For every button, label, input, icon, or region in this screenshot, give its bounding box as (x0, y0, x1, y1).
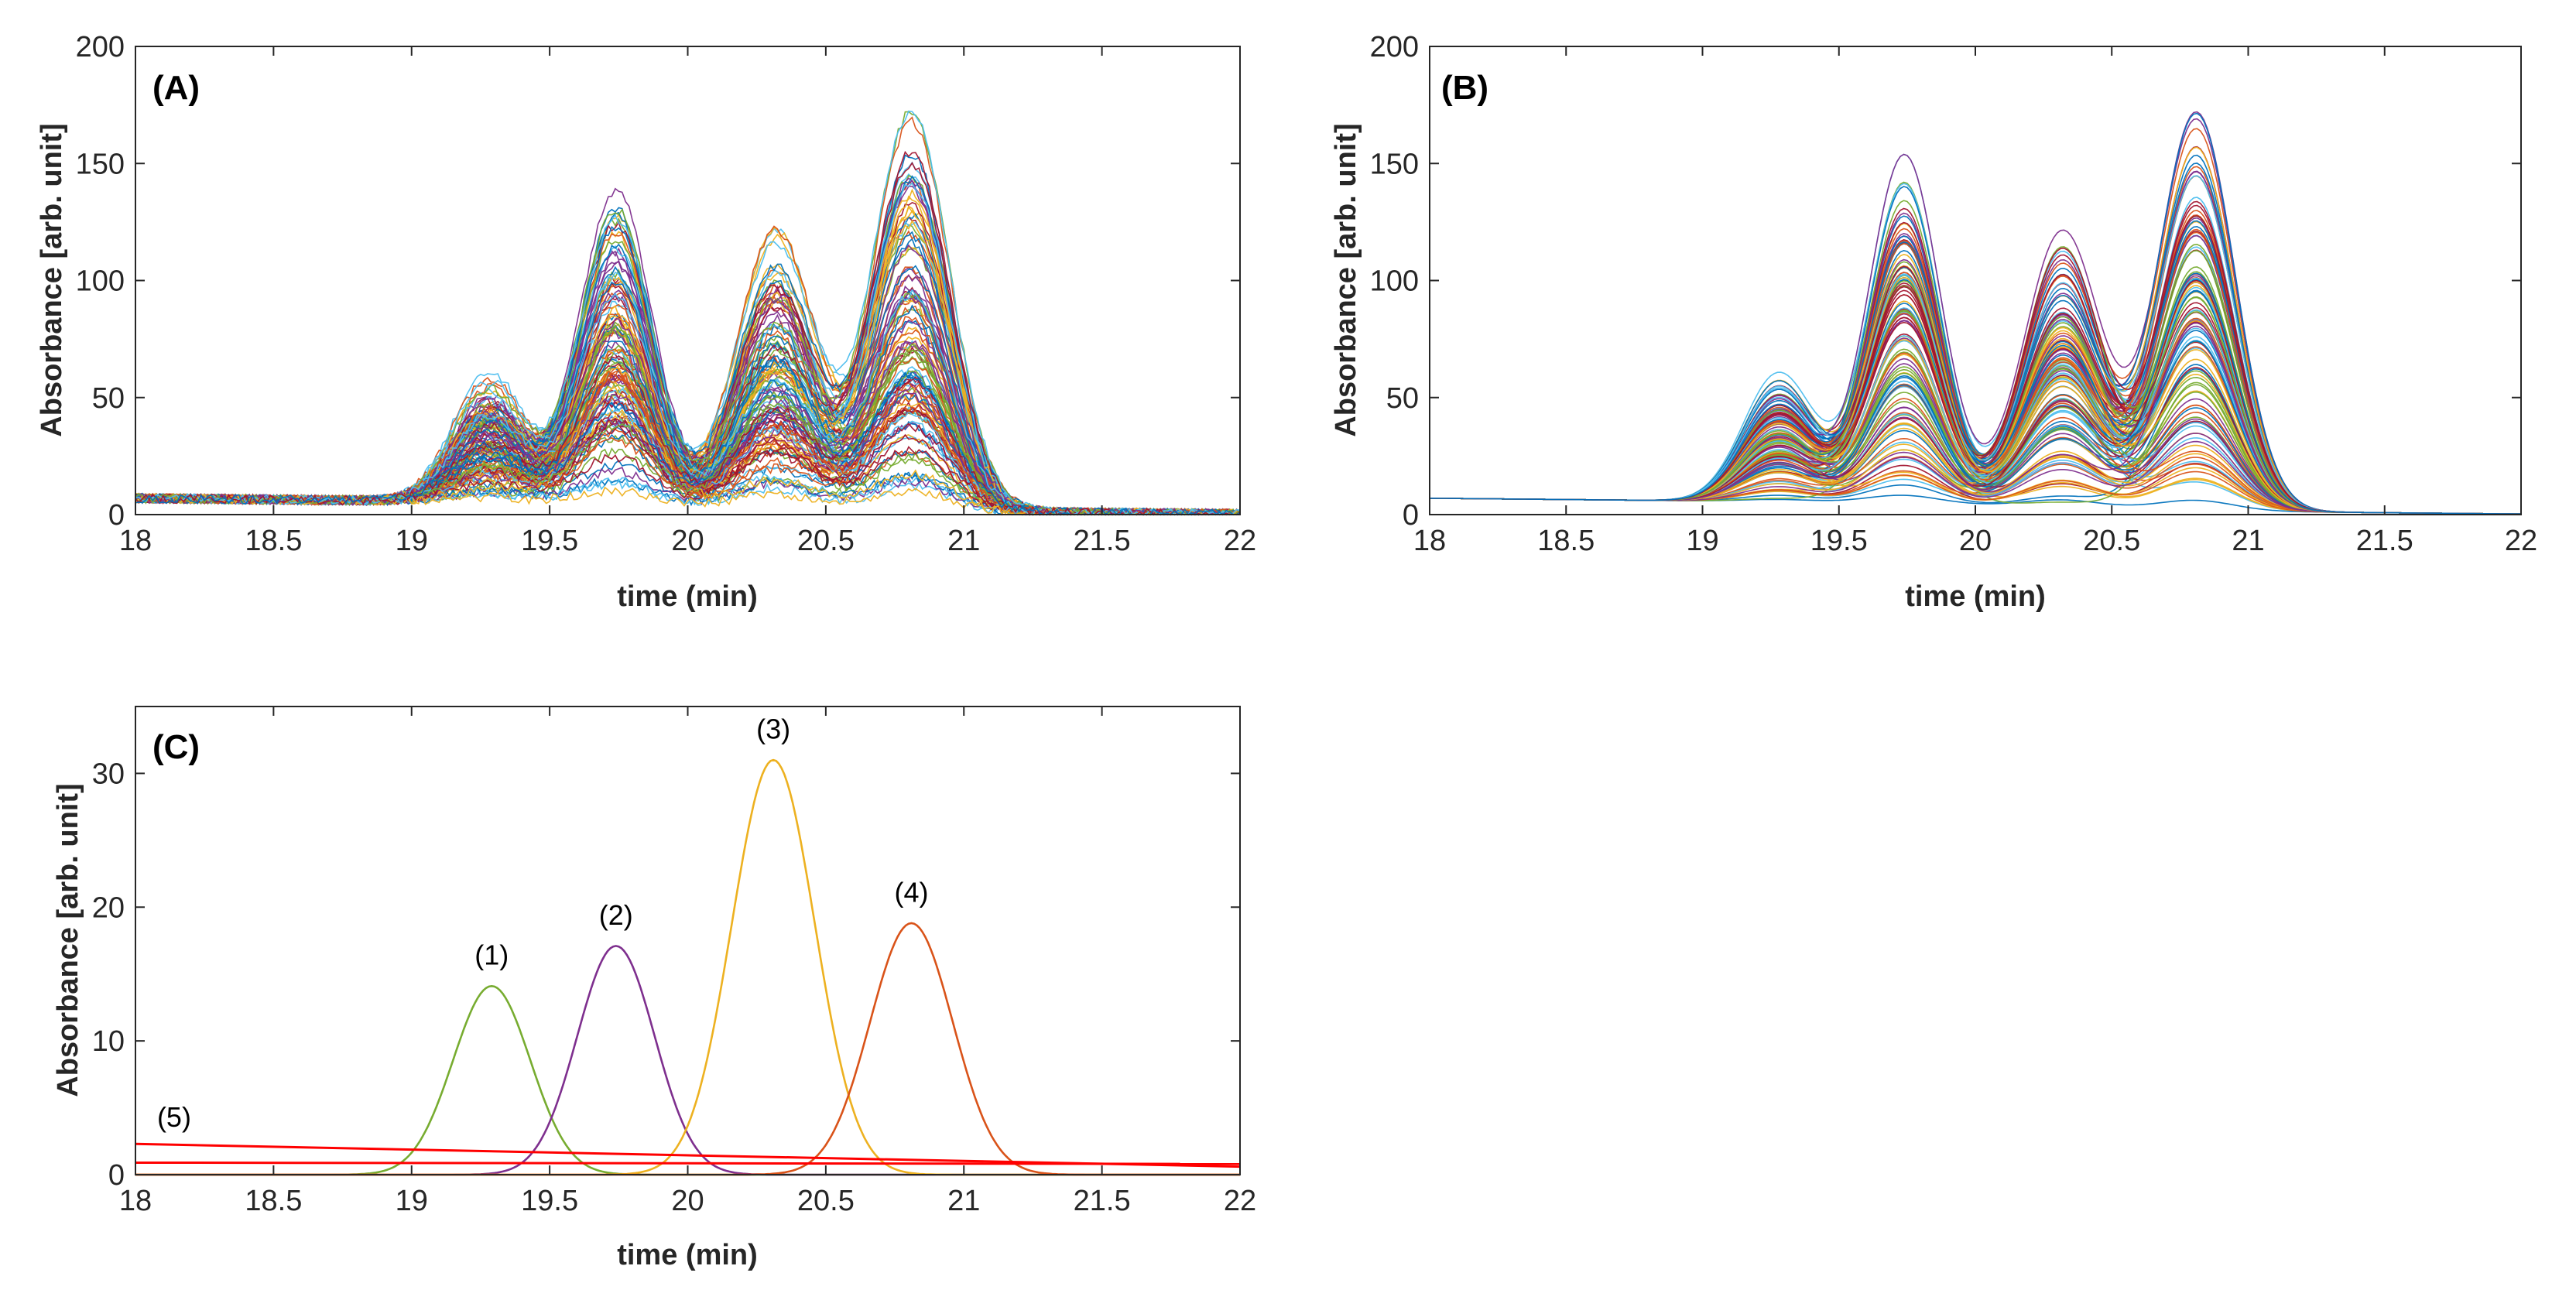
y-tick-label: 0 (108, 499, 125, 532)
baseline-label: (5) (157, 1101, 191, 1133)
series-layer-b (1429, 111, 2521, 515)
x-tick-label: 19.5 (521, 1185, 578, 1217)
series-layer-c (135, 758, 1241, 1176)
chart-panel-c: 18 18.5 19 19.5 20 20.5 21 21.5 22 0 10 20 30 (1) (2)… (52, 706, 1256, 1271)
x-tick-label: 21.5 (1074, 525, 1131, 557)
peak-label: (1) (474, 939, 509, 971)
y-tick-label: 0 (108, 1159, 125, 1192)
x-tick-label: 20.5 (797, 525, 855, 557)
x-tick-label: 18.5 (1537, 525, 1595, 557)
ticks-b: 18 18.5 19 19.5 20 20.5 21 21.5 22 0 50 100 150 200 (1370, 31, 2538, 557)
y-axis-label-a: Absorbance [arb. unit] (36, 123, 68, 436)
plot-frame-b (1429, 46, 2522, 515)
component-curve (135, 945, 1240, 1176)
x-tick-label: 20.5 (797, 1185, 855, 1217)
y-tick-label: 50 (1386, 382, 1419, 415)
x-tick-label: 21.5 (1074, 1185, 1131, 1217)
x-tick-label: 20 (671, 1185, 704, 1217)
y-tick-label: 150 (76, 148, 125, 180)
chromatogram-trace (1429, 200, 2521, 515)
chart-panel-a: 18 18.5 19 19.5 20 20.5 21 21.5 22 0 50 100 150 200 (… (36, 31, 1256, 613)
chromatogram-trace (1429, 368, 2521, 515)
chromatogram-trace (1429, 235, 2521, 515)
x-axis-label-b: time (min) (1905, 580, 2046, 613)
x-tick-label: 21 (947, 525, 980, 557)
chromatogram-trace (1429, 368, 2521, 515)
y-tick-label: 150 (1370, 148, 1419, 180)
chromatogram-trace (135, 355, 1241, 516)
ticks-a: 18 18.5 19 19.5 20 20.5 21 21.5 22 0 50 100 150 200 (76, 31, 1257, 557)
x-tick-label: 22 (1224, 1185, 1256, 1217)
peak-label: (4) (894, 876, 928, 908)
y-axis-label-c: Absorbance [arb. unit] (52, 783, 84, 1097)
x-tick-label: 18.5 (245, 525, 302, 557)
y-tick-label: 100 (76, 265, 125, 298)
panel-tag-a: (A) (152, 69, 200, 107)
x-axis-label-a: time (min) (617, 580, 758, 613)
x-tick-label: 21 (2232, 525, 2264, 557)
x-tick-label: 22 (1224, 525, 1256, 557)
chromatogram-trace (1429, 200, 2521, 515)
panel-tag-b: (B) (1441, 69, 1488, 107)
y-tick-label: 50 (92, 382, 125, 415)
x-tick-label: 18 (1413, 525, 1446, 557)
x-tick-label: 19 (396, 1185, 428, 1217)
x-axis-label-c: time (min) (617, 1239, 758, 1271)
y-axis-label-b: Absorbance [arb. unit] (1330, 123, 1362, 436)
x-tick-label: 21 (947, 1185, 980, 1217)
x-tick-label: 19.5 (521, 525, 578, 557)
x-tick-label: 19 (1686, 525, 1718, 557)
y-tick-label: 10 (92, 1025, 125, 1058)
y-tick-label: 200 (76, 31, 125, 63)
peak-label: (3) (756, 713, 790, 744)
baseline-line (135, 1161, 1241, 1165)
y-tick-label: 200 (1370, 31, 1419, 63)
component-curve (135, 922, 1240, 1176)
component-curve (135, 758, 1240, 1176)
x-tick-label: 20 (671, 525, 704, 557)
x-tick-label: 19 (396, 525, 428, 557)
plot-frame-c (135, 706, 1241, 1175)
x-tick-label: 20.5 (2083, 525, 2140, 557)
x-tick-label: 18 (119, 525, 152, 557)
y-tick-label: 0 (1403, 499, 1419, 532)
y-tick-label: 100 (1370, 265, 1419, 298)
y-tick-label: 20 (92, 891, 125, 924)
chromatogram-trace (135, 371, 1241, 516)
panel-tag-c: (C) (152, 728, 200, 766)
ticks-c: 18 18.5 19 19.5 20 20.5 21 21.5 22 0 10 20 30 (92, 707, 1256, 1217)
peak-labels-c: (1) (2) (3) (4) (5) (157, 713, 929, 1132)
x-tick-label: 22 (2505, 525, 2537, 557)
x-tick-label: 18.5 (245, 1185, 302, 1217)
x-tick-label: 18 (119, 1185, 152, 1217)
x-tick-label: 21.5 (2356, 525, 2413, 557)
y-tick-label: 30 (92, 758, 125, 790)
chart-panel-b: 18 18.5 19 19.5 20 20.5 21 21.5 22 0 50 100 150 200 (… (1330, 31, 2537, 613)
x-tick-label: 19.5 (1810, 525, 1868, 557)
x-tick-label: 20 (1959, 525, 1992, 557)
peak-label: (2) (599, 899, 633, 931)
series-layer-a (135, 110, 1241, 517)
